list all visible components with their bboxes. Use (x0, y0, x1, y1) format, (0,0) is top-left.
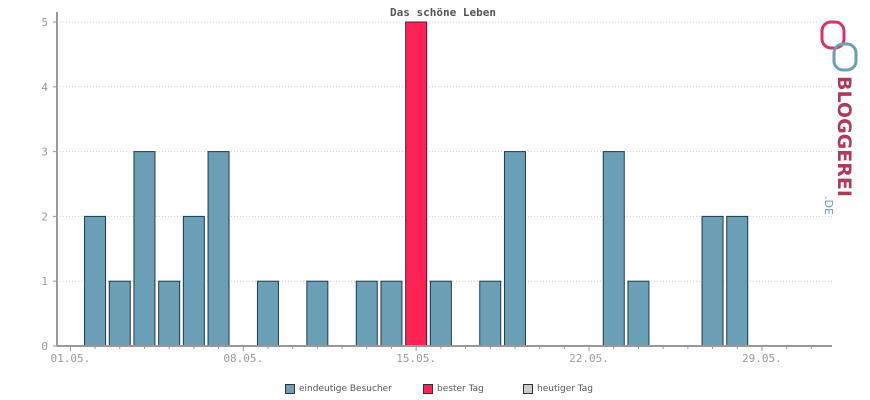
bar (108, 280, 131, 347)
visitor-bar-chart: Das schöne Leben 0 1 2 3 4 5 01.05. 08.05. 15.0… (41, 6, 832, 365)
bar (133, 151, 156, 347)
x-tick-label: 01.05. (50, 352, 90, 365)
legend-item-best-day: bester Tag (423, 384, 484, 394)
x-tick-label: 22.05. (569, 352, 609, 365)
y-tick-labels: 0 1 2 3 4 5 (41, 16, 57, 353)
bloggerei-logo: BLOGGEREI .DE (808, 18, 868, 218)
bar (503, 151, 526, 347)
bar (602, 151, 625, 347)
bar-best-day (405, 21, 428, 347)
legend-swatch-best-day (423, 384, 433, 394)
x-tick-labels: 01.05. 08.05. 15.05. 22.05. 29.05. (50, 346, 812, 365)
bars (84, 21, 749, 347)
legend-label-visitors: eindeutige Besucher (299, 384, 392, 394)
legend-item-visitors: eindeutige Besucher (285, 384, 392, 394)
x-tick-label: 15.05. (396, 352, 436, 365)
axes (56, 12, 832, 347)
chart-title: Das schöne Leben (390, 6, 496, 19)
y-tick-label: 0 (41, 340, 48, 353)
bar (182, 215, 205, 347)
bar (429, 280, 452, 347)
bar (380, 280, 403, 347)
bar (306, 280, 329, 347)
x-tick-label: 29.05. (742, 352, 782, 365)
bar (479, 280, 502, 347)
bar (84, 215, 107, 347)
y-tick-label: 2 (41, 210, 48, 223)
bar (701, 215, 724, 347)
bloggerei-logo-icon: BLOGGEREI .DE (820, 20, 858, 215)
bar (627, 280, 650, 347)
legend-label-today: heutiger Tag (537, 384, 594, 394)
brand-name: BLOGGEREI (833, 76, 855, 197)
bar (726, 215, 749, 347)
legend-label-best-day: bester Tag (437, 384, 484, 394)
bar (256, 280, 279, 347)
legend-swatch-today (523, 384, 533, 394)
legend-item-today: heutiger Tag (523, 384, 593, 394)
y-tick-label: 5 (41, 16, 48, 29)
brand-suffix: .DE (822, 196, 835, 215)
y-tick-label: 3 (41, 146, 48, 159)
legend-swatch-visitors (285, 384, 295, 394)
y-tick-label: 4 (41, 81, 48, 94)
bar (207, 151, 230, 347)
chart-legend: eindeutige Besucher bester Tag heutiger … (0, 384, 870, 400)
bar (158, 280, 181, 347)
y-tick-label: 1 (41, 275, 48, 288)
bar (355, 280, 378, 347)
x-tick-label: 08.05. (223, 352, 263, 365)
